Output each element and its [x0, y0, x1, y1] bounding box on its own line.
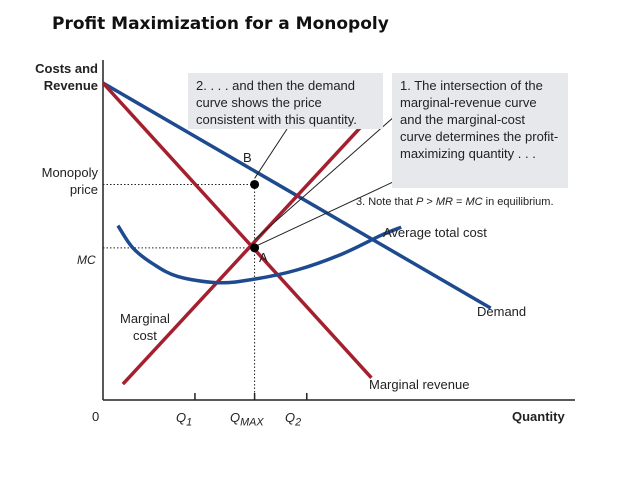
demand-label: Demand	[477, 304, 527, 319]
mc-price-label: MC	[77, 253, 96, 267]
guide-lines	[103, 183, 256, 400]
marginal-revenue-curve	[101, 81, 373, 379]
monopoly-price-label: Monopoly price	[41, 165, 98, 197]
point-b-label: B	[243, 150, 252, 165]
x-axis-label: Quantity	[512, 409, 565, 424]
leader-step-1b	[254, 115, 396, 241]
marginal-cost-label: Marginal cost	[120, 311, 170, 343]
callout-leaders	[254, 115, 409, 247]
x-tick-q2: Q2	[285, 410, 302, 429]
origin-label: 0	[92, 409, 100, 424]
point-a-label: A	[259, 250, 268, 265]
x-tick-qmax: QMAX	[230, 410, 264, 429]
leader-step-2	[254, 128, 288, 179]
marginal-cost-curve	[121, 119, 368, 386]
average-total-cost-curve	[116, 224, 402, 285]
equilibrium-points	[250, 179, 260, 253]
average-total-cost-label: Average total cost	[383, 225, 487, 240]
point-a-dot	[250, 243, 260, 253]
y-axis-label: Costs and Revenue	[35, 61, 98, 93]
point-b-dot	[250, 179, 260, 189]
callout-step-2: 2. . . . and then the demand curve shows…	[188, 73, 383, 129]
page-title: Profit Maximization for a Monopoly	[52, 14, 389, 34]
callout-step-3: 3. Note that P > MR = MC in equilibrium.	[356, 196, 554, 208]
curves	[101, 81, 492, 386]
callout-step-1: 1. The intersection of the marginal-reve…	[392, 73, 568, 188]
x-tick-q1: Q1	[176, 410, 193, 429]
marginal-revenue-label: Marginal revenue	[369, 377, 470, 392]
leader-step-1	[256, 174, 409, 247]
